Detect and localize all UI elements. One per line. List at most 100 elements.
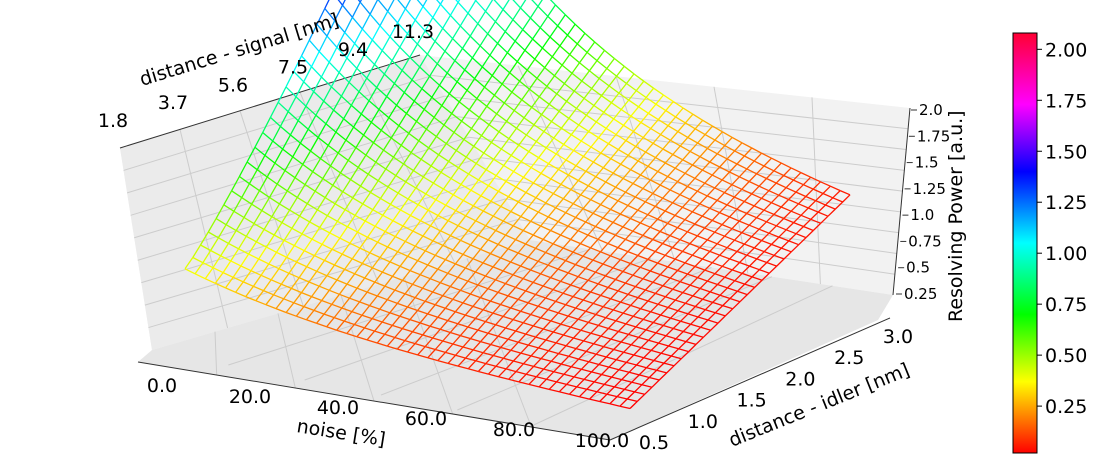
surface-line-idler — [605, 221, 614, 232]
surface-line-idler — [475, 152, 485, 164]
surface-line-idler — [457, 314, 466, 325]
z-tick-label: 0.75 — [908, 232, 941, 250]
floor-gridline — [340, 294, 375, 402]
surface-line-noise — [649, 226, 661, 233]
surface-line-idler — [502, 307, 512, 317]
surface-line-idler — [647, 205, 656, 216]
surface-line-noise — [810, 176, 821, 183]
surface-line-idler — [645, 142, 654, 153]
surface-line-idler — [261, 197, 271, 211]
surface-line-idler — [378, 96, 388, 110]
surface-line-noise — [574, 23, 586, 34]
surface-line-noise — [399, 315, 411, 321]
surface-line-idler — [687, 306, 696, 315]
surface-line-idler — [722, 298, 731, 307]
surface-line-noise — [533, 182, 544, 189]
surface-line-noise — [707, 239, 718, 245]
surface-line-idler — [248, 241, 257, 255]
surface-line-idler — [778, 229, 787, 238]
surface-line-noise — [565, 259, 576, 266]
surface-line-idler — [500, 295, 509, 305]
surface-line-idler — [562, 284, 572, 294]
axis-lines — [119, 54, 911, 441]
surface-line-idler — [643, 349, 652, 359]
surface-line-idler — [582, 199, 592, 210]
surface-line-idler — [788, 191, 797, 200]
surface-line-idler — [652, 274, 661, 283]
surface-line-noise — [371, 317, 383, 323]
surface-line-idler — [521, 88, 530, 101]
surface-line-noise — [533, 325, 544, 330]
surface-line-idler — [269, 102, 279, 118]
surface-line-idler — [452, 184, 462, 196]
surface-line-idler — [701, 207, 711, 217]
surface-line-idler — [694, 215, 703, 225]
surface-line-idler — [749, 258, 758, 267]
surface-line-noise — [704, 269, 716, 275]
surface-line-noise — [389, 261, 401, 267]
surface-line-noise — [746, 168, 757, 175]
surface-line-idler — [724, 136, 733, 147]
surface-line-idler — [495, 357, 504, 367]
surface-line-noise — [623, 65, 635, 75]
surface-line-idler — [328, 279, 338, 291]
surface-line-noise — [462, 199, 474, 207]
surface-line-noise — [319, 226, 331, 234]
surface-line-noise — [599, 400, 610, 405]
surface-line-idler — [542, 178, 552, 189]
surface-line-noise — [457, 1, 469, 14]
surface-line-idler — [336, 320, 345, 331]
surface-line-noise — [296, 261, 307, 268]
surface-line-idler — [535, 131, 545, 142]
surface-line-noise — [693, 333, 704, 338]
surface-line-noise — [623, 312, 634, 317]
surface-line-idler — [536, 67, 546, 79]
surface-line-idler — [684, 254, 693, 264]
surface-line-idler — [733, 188, 743, 198]
surface-line-idler — [273, 222, 283, 236]
surface-line-noise — [488, 124, 500, 133]
surface-line-noise — [538, 211, 549, 218]
surface-line-noise — [616, 75, 627, 85]
surface-line-noise — [550, 178, 562, 185]
surface-line-idler — [721, 171, 730, 181]
surface-line-idler — [503, 91, 513, 104]
surface-line-idler — [447, 210, 457, 222]
surface-line-idler — [610, 290, 619, 300]
surface-line-idler — [580, 361, 590, 370]
surface-line-noise — [274, 162, 286, 172]
surface-line-idler — [518, 134, 527, 146]
surface-line-idler — [637, 151, 647, 162]
surface-line-idler — [309, 137, 319, 152]
surface-line-idler — [409, 43, 418, 58]
surface-line-noise — [697, 276, 708, 282]
surface-line-noise — [413, 170, 424, 178]
surface-line-noise — [665, 296, 676, 301]
surface-line-noise — [712, 125, 723, 133]
surface-line-idler — [577, 267, 586, 278]
surface-line-idler — [520, 256, 529, 267]
surface-line-idler — [504, 19, 514, 32]
surface-line-idler — [736, 155, 745, 165]
surface-line-noise — [600, 294, 611, 300]
surface-line-noise — [540, 357, 552, 362]
surface-line-noise — [687, 136, 698, 144]
surface-line-noise — [301, 233, 313, 240]
surface-line-noise — [414, 19, 426, 32]
surface-line-noise — [495, 229, 506, 236]
surface-line-noise — [532, 38, 543, 49]
surface-line-noise — [367, 173, 379, 182]
surface-line-idler — [697, 309, 706, 318]
surface-line-idler — [525, 325, 534, 335]
surface-line-noise — [673, 327, 684, 333]
surface-line-idler — [586, 381, 595, 390]
surface-line-idler — [435, 188, 444, 201]
surface-line-noise — [625, 191, 636, 198]
surface-line-idler — [567, 216, 577, 227]
surface-line-noise — [602, 217, 614, 223]
surface-line-noise — [483, 210, 494, 217]
surface-line-noise — [643, 80, 654, 89]
surface-line-noise — [545, 251, 556, 258]
surface-line-idler — [587, 271, 596, 281]
